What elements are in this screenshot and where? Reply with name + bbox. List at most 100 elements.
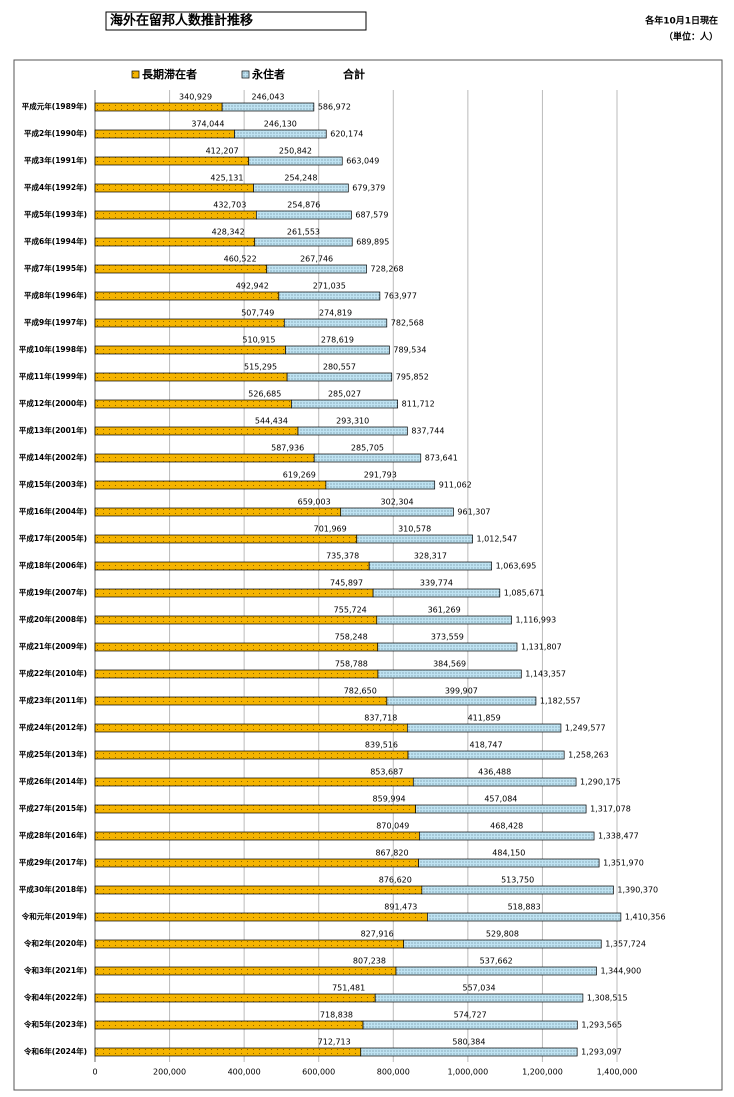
data-label: 418,747 xyxy=(470,741,503,750)
data-label: 261,553 xyxy=(287,228,320,237)
total-label: 1,131,807 xyxy=(521,643,562,652)
bar-segment xyxy=(325,480,436,490)
total-label: 782,568 xyxy=(391,319,424,328)
bar-segment xyxy=(403,939,602,949)
bar-segment xyxy=(412,777,577,787)
data-label: 302,304 xyxy=(381,498,414,507)
total-label: 789,534 xyxy=(393,346,426,355)
bar-segment xyxy=(418,858,600,868)
data-label: 457,084 xyxy=(484,795,517,804)
total-label: 763,977 xyxy=(384,292,417,301)
y-tick-label: 平成11年(1999年) xyxy=(19,371,87,381)
total-label: 1,357,724 xyxy=(605,940,646,949)
bar-segment xyxy=(94,345,286,355)
data-label: 399,907 xyxy=(445,687,478,696)
data-label: 484,150 xyxy=(492,849,525,858)
total-label: 1,338,477 xyxy=(598,832,639,841)
data-label: 807,238 xyxy=(353,957,386,966)
data-label: 513,750 xyxy=(501,876,534,885)
data-label: 267,746 xyxy=(300,255,333,264)
data-label: 278,619 xyxy=(321,336,354,345)
bar-segment xyxy=(94,642,379,652)
total-label: 1,182,557 xyxy=(540,697,581,706)
total-label: 1,317,078 xyxy=(590,805,631,814)
bar-segment xyxy=(94,237,256,247)
y-tick-label: 平成18年(2006年) xyxy=(19,560,87,570)
data-label: 580,384 xyxy=(452,1038,485,1047)
data-label: 758,248 xyxy=(335,633,368,642)
data-label: 518,883 xyxy=(508,903,541,912)
total-label: 1,085,671 xyxy=(504,589,545,598)
bar-segment xyxy=(94,804,417,814)
y-tick-label: 平成30年(2018年) xyxy=(19,884,87,894)
bar-segment xyxy=(221,102,315,112)
x-tick-label: 800,000 xyxy=(377,1068,410,1077)
bar-segment xyxy=(94,318,285,328)
data-label: 876,620 xyxy=(379,876,412,885)
bar-segment xyxy=(407,750,565,760)
bar-segment xyxy=(376,615,512,625)
legend-swatch xyxy=(131,70,140,79)
bar-segment xyxy=(395,966,597,976)
data-label: 280,557 xyxy=(323,363,356,372)
data-label: 250,842 xyxy=(279,147,312,156)
bar-segment xyxy=(94,264,268,274)
legend-swatch xyxy=(241,70,250,79)
data-label: 285,705 xyxy=(351,444,384,453)
bar-segment xyxy=(356,534,473,544)
y-tick-label: 平成5年(1993年) xyxy=(24,209,87,219)
data-label: 460,522 xyxy=(224,255,257,264)
bar-segment xyxy=(248,156,343,166)
legend-label: 合計 xyxy=(343,67,365,81)
note: 各年10月1日現在 xyxy=(644,15,718,27)
data-label: 285,027 xyxy=(328,390,361,399)
data-label: 246,130 xyxy=(264,120,297,129)
y-tick-label: 平成26年(2014年) xyxy=(19,776,87,786)
bar-segment xyxy=(266,264,367,274)
bar-segment xyxy=(377,669,522,679)
bar-segment xyxy=(94,939,405,949)
bar-segment xyxy=(234,129,327,139)
y-tick-label: 平成27年(2015年) xyxy=(19,803,87,813)
total-label: 586,972 xyxy=(318,103,351,112)
data-label: 735,378 xyxy=(326,552,359,561)
x-tick-label: 200,000 xyxy=(153,1068,186,1077)
total-label: 795,852 xyxy=(396,373,429,382)
y-tick-label: 平成元年(1989年) xyxy=(22,101,87,111)
data-label: 574,727 xyxy=(454,1011,487,1020)
bar-segment xyxy=(368,561,492,571)
y-tick-label: 平成21年(2009年) xyxy=(19,641,87,651)
data-label: 529,808 xyxy=(486,930,519,939)
note: （単位：人） xyxy=(664,31,718,43)
y-tick-label: 令和6年(2024年) xyxy=(23,1046,87,1056)
bar-segment xyxy=(94,183,254,193)
data-label: 328,317 xyxy=(414,552,447,561)
data-label: 859,994 xyxy=(373,795,406,804)
data-label: 718,838 xyxy=(320,1011,353,1020)
bar-segment xyxy=(427,912,622,922)
total-label: 663,049 xyxy=(346,157,379,166)
data-label: 837,718 xyxy=(364,714,397,723)
bar-segment xyxy=(94,885,423,895)
y-tick-label: 平成24年(2012年) xyxy=(19,722,87,732)
bar-segment xyxy=(94,156,250,166)
data-label: 853,687 xyxy=(370,768,403,777)
bar-segment xyxy=(94,1020,364,1030)
bar-segment xyxy=(94,426,299,436)
bar-segment xyxy=(94,723,408,733)
y-tick-label: 平成16年(2004年) xyxy=(19,506,87,516)
bar-segment xyxy=(94,993,376,1003)
bar-segment xyxy=(360,1047,578,1057)
bar-segment xyxy=(94,831,420,841)
y-tick-label: 令和5年(2023年) xyxy=(23,1019,87,1029)
bar-segment xyxy=(386,696,537,706)
bar-segment xyxy=(94,480,327,490)
data-label: 468,428 xyxy=(490,822,523,831)
x-tick-label: 0 xyxy=(92,1068,97,1077)
bar-segment xyxy=(254,237,353,247)
bar-segment xyxy=(94,588,374,598)
data-label: 254,876 xyxy=(287,201,320,210)
total-label: 1,143,357 xyxy=(525,670,566,679)
total-label: 911,062 xyxy=(439,481,472,490)
